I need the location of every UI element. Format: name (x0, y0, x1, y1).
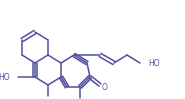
Text: HO: HO (148, 59, 160, 68)
Text: O: O (102, 83, 108, 92)
Text: HO: HO (0, 72, 10, 81)
